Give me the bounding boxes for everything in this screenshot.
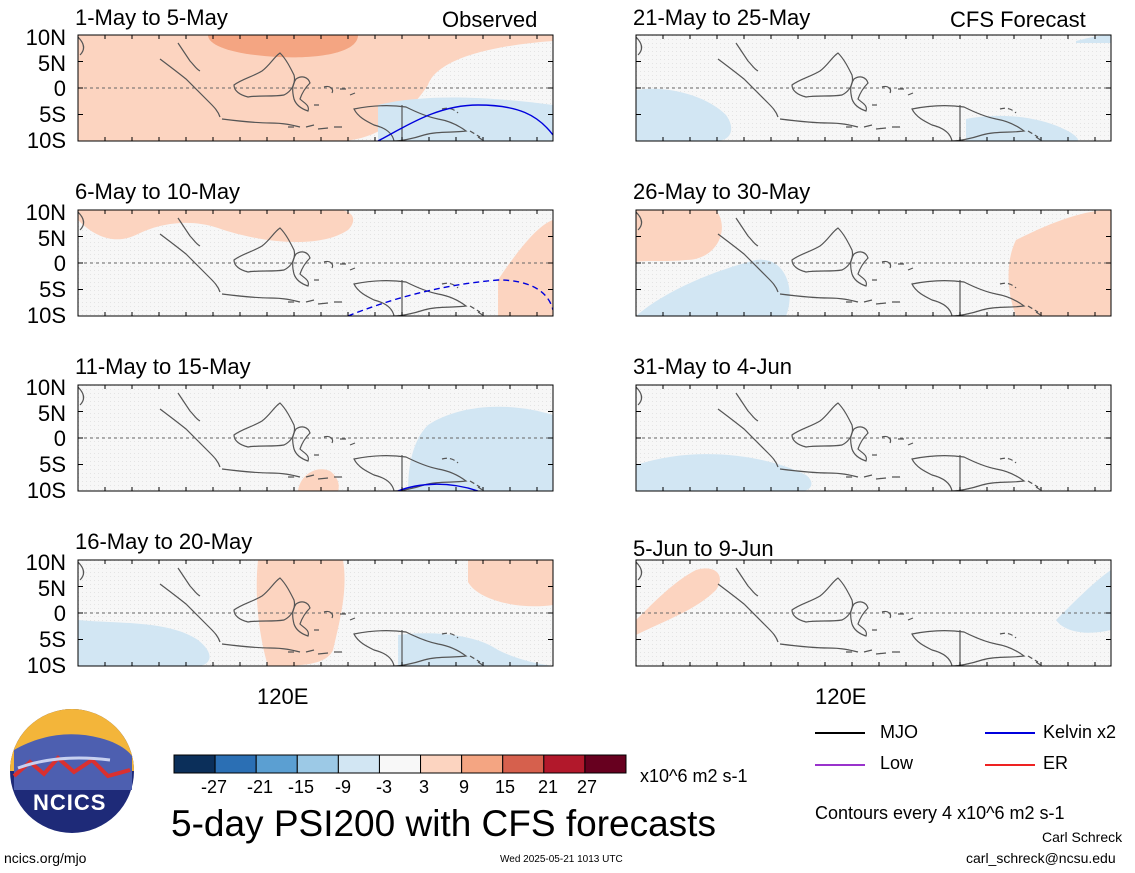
lat-label-5n: 5N	[37, 51, 66, 76]
anomaly-region	[636, 88, 732, 141]
anomaly-region	[636, 259, 790, 316]
anomaly-region	[966, 115, 1078, 141]
colorbar	[173, 754, 627, 774]
colorbar-swatch	[378, 754, 422, 774]
anomaly-region	[78, 620, 210, 666]
lat-label-5s: 5S	[39, 277, 66, 302]
anomaly-region	[498, 220, 553, 316]
colorbar-swatch	[214, 754, 257, 774]
legend-label-er: ER	[1043, 753, 1069, 773]
lat-label-5s: 5S	[39, 452, 66, 477]
lat-label-10n: 10N	[25, 550, 66, 575]
map-panel	[635, 559, 1112, 667]
contour-note: Contours every 4 x10^6 m2 s-1	[815, 803, 1065, 823]
legend	[815, 732, 1035, 766]
logo-text: NCICS	[33, 790, 107, 815]
anomaly-region	[468, 560, 553, 607]
anomaly-region	[1056, 570, 1111, 633]
anomaly-region	[636, 210, 722, 262]
colorbar-tick: 15	[495, 777, 516, 797]
anomaly-region	[636, 568, 720, 635]
wave-contour	[397, 483, 479, 491]
colorbar-tick: 3	[419, 777, 430, 797]
lat-label-10n: 10N	[25, 25, 66, 50]
timestamp: Wed 2025-05-21 1013 UTC	[500, 854, 623, 865]
colorbar-tick: 9	[459, 777, 470, 797]
lat-label-5n: 5N	[37, 226, 66, 251]
colorbar-swatch	[461, 754, 504, 774]
lat-label-10n: 10N	[25, 375, 66, 400]
wave-contour	[377, 104, 553, 141]
author-name: Carl Schreck	[1042, 829, 1123, 845]
lat-label-eq: 0	[53, 601, 66, 626]
panel-5-title: 21-May to 25-May	[633, 5, 811, 30]
anomaly-region	[78, 35, 553, 141]
lat-label-5n: 5N	[37, 576, 66, 601]
panel-1-title: 1-May to 5-May	[75, 5, 228, 30]
colorbar-tick: 21	[538, 777, 559, 797]
anomaly-region	[378, 97, 553, 141]
website-link[interactable]: ncics.org/mjo	[4, 850, 87, 866]
colorbar-swatch	[543, 754, 586, 774]
legend-label-mjo: MJO	[880, 722, 918, 742]
colorbar-swatch	[296, 754, 339, 774]
colorbar-tick: 27	[577, 777, 598, 797]
panel-8-title: 5-Jun to 9-Jun	[633, 536, 774, 561]
map-panel	[635, 34, 1112, 142]
main-title: 5-day PSI200 with CFS forecasts	[171, 803, 716, 844]
panel-3-title: 11-May to 15-May	[75, 354, 251, 379]
map-panel	[77, 559, 554, 667]
lat-label-eq: 0	[53, 76, 66, 101]
lat-label-10s: 10S	[26, 653, 66, 678]
author-email: carl_schreck@ncsu.edu	[966, 850, 1116, 866]
map-panel	[635, 384, 1112, 492]
colorbar-tick: -21	[247, 777, 274, 797]
panel-4-title: 16-May to 20-May	[75, 529, 253, 554]
legend-label-kelvin: Kelvin x2	[1043, 722, 1117, 742]
wave-contour	[347, 279, 553, 316]
colorbar-swatch	[420, 754, 463, 774]
panel-2-title: 6-May to 10-May	[75, 179, 241, 204]
ncics-logo	[10, 709, 134, 833]
colorbar-units: x10^6 m2 s-1	[640, 766, 748, 786]
map-panel	[77, 34, 554, 142]
colorbar-swatch	[173, 754, 216, 774]
colorbar-tick: -15	[288, 777, 315, 797]
lat-label-eq: 0	[53, 251, 66, 276]
colorbar-swatch	[337, 754, 380, 774]
lat-label-5s: 5S	[39, 627, 66, 652]
anomaly-region	[636, 454, 812, 491]
anomaly-region	[208, 35, 358, 58]
map-panel	[635, 209, 1112, 317]
lat-label-10s: 10S	[26, 478, 66, 503]
lat-label-10s: 10S	[26, 303, 66, 328]
colorbar-tick: -9	[335, 777, 352, 797]
lat-label-10n: 10N	[25, 200, 66, 225]
panel-6-title: 26-May to 30-May	[633, 179, 811, 204]
colorbar-swatch	[502, 754, 545, 774]
colorbar-swatch	[584, 754, 627, 774]
panel-1-tag: Observed	[442, 7, 538, 32]
panel-7-title: 31-May to 4-Jun	[633, 354, 792, 379]
colorbar-swatch	[255, 754, 298, 774]
lon-label-right: 120E	[815, 684, 867, 709]
colorbar-tick: -3	[376, 777, 393, 797]
lon-label-left: 120E	[257, 684, 309, 709]
colorbar-tick: -27	[201, 777, 228, 797]
lat-label-10s: 10S	[26, 128, 66, 153]
lat-label-5s: 5S	[39, 102, 66, 127]
map-panel	[77, 384, 554, 492]
anomaly-region	[1008, 210, 1111, 316]
lat-label-eq: 0	[53, 426, 66, 451]
anomaly-region	[298, 469, 339, 491]
anomaly-region	[1076, 35, 1111, 43]
panel-5-tag: CFS Forecast	[950, 7, 1086, 32]
map-panel	[77, 209, 554, 317]
lat-label-5n: 5N	[37, 401, 66, 426]
legend-label-low: Low	[880, 753, 914, 773]
